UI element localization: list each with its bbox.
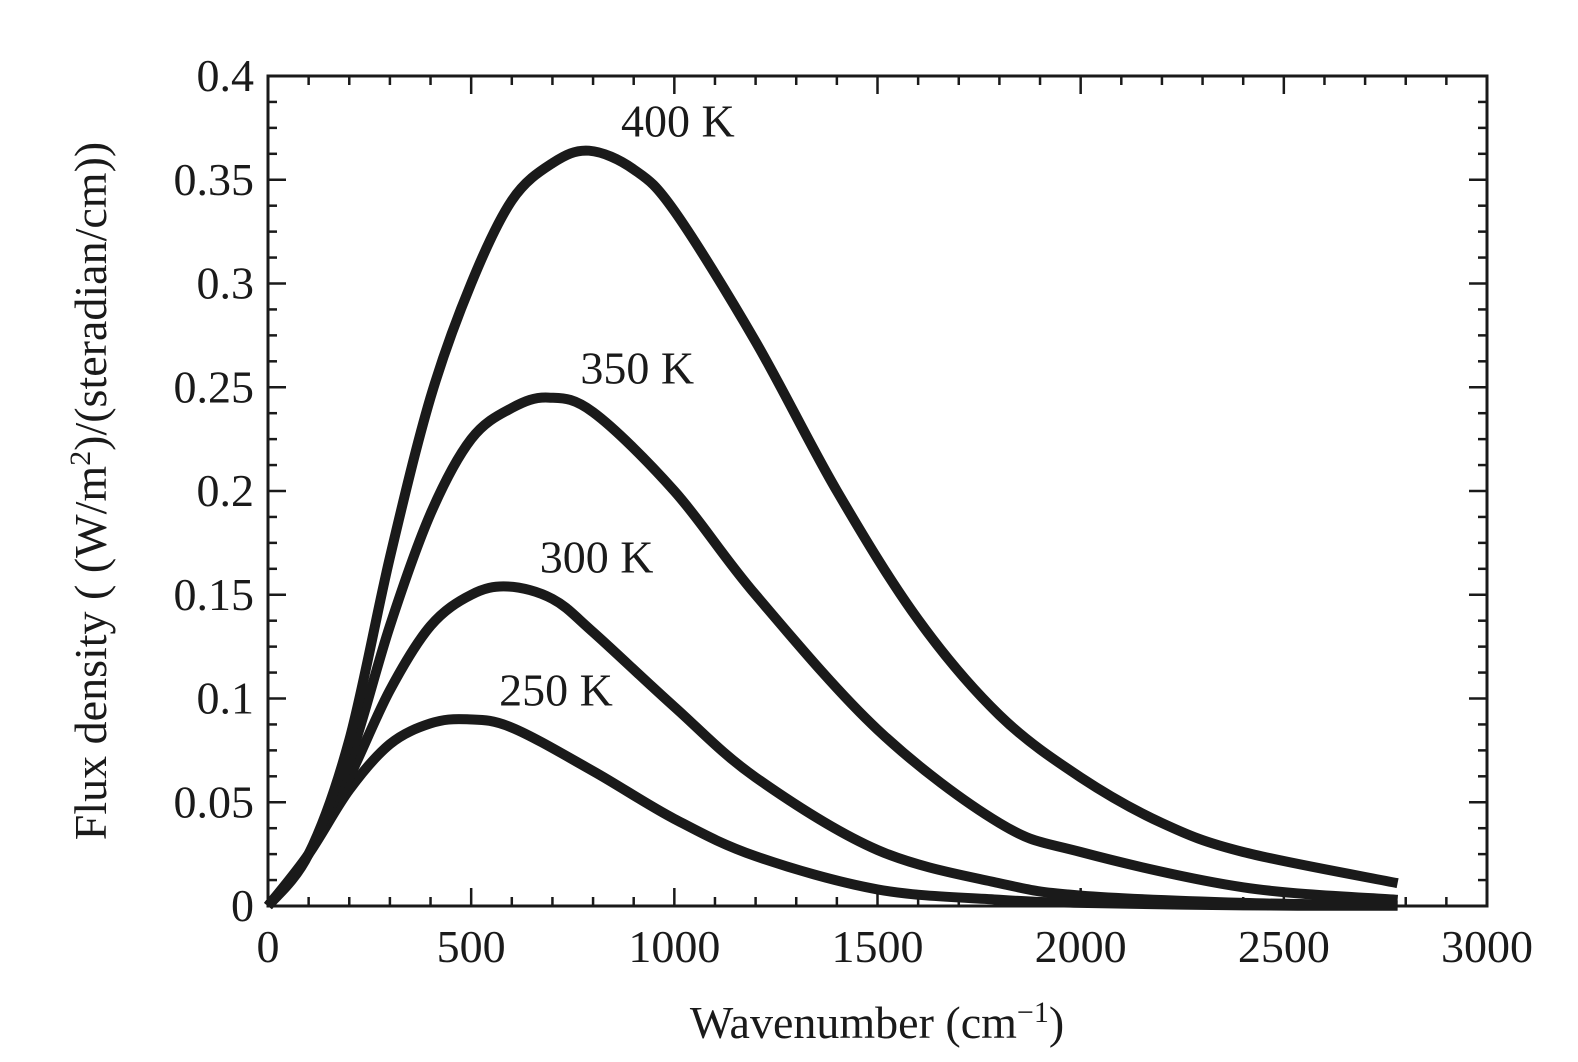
y-tick-label: 0.3 xyxy=(197,258,255,309)
curve-label: 400 K xyxy=(621,96,735,147)
series-line-250k xyxy=(264,714,1398,911)
axis-ticks xyxy=(266,74,1489,908)
y-tick-label: 0.2 xyxy=(197,465,255,516)
y-tick-label: 0.1 xyxy=(197,673,255,724)
y-tick-label: 0.25 xyxy=(174,361,255,412)
series-curves xyxy=(264,145,1399,911)
series-line-300k xyxy=(264,581,1398,911)
series-line-350k xyxy=(264,392,1399,910)
curve-label: 300 K xyxy=(540,531,654,582)
x-axis-title-sup: −1 xyxy=(1017,996,1049,1029)
y-axis-title: Flux density ( (W/m2)/(steradian/cm)) xyxy=(64,142,117,840)
y-tick-label: 0.05 xyxy=(174,776,255,827)
y-tick-label: 0 xyxy=(231,880,254,931)
x-axis-title: Wavenumber (cm−1) xyxy=(690,996,1064,1049)
x-axis-title-end: ) xyxy=(1049,997,1064,1048)
x-axis-title-main: Wavenumber (cm xyxy=(690,997,1017,1048)
x-tick-labels: 0 500 1000 1500 2000 2500 3000 xyxy=(257,921,1534,972)
x-tick-label: 0 xyxy=(257,921,280,972)
y-axis-title-end: )/(steradian/cm)) xyxy=(65,142,116,451)
y-axis-title-sup: 2 xyxy=(64,451,97,466)
x-tick-label: 2000 xyxy=(1035,921,1127,972)
x-tick-label: 3000 xyxy=(1441,921,1533,972)
x-tick-label: 2500 xyxy=(1238,921,1330,972)
curve-label: 350 K xyxy=(580,343,694,394)
y-tick-labels: 0 0.05 0.1 0.15 0.2 0.25 0.3 0.35 0.4 xyxy=(174,50,255,931)
y-axis-title-main: Flux density ( (W/m xyxy=(65,466,116,841)
x-tick-label: 1000 xyxy=(628,921,720,972)
y-tick-label: 0.15 xyxy=(174,569,255,620)
x-tick-label: 1500 xyxy=(832,921,924,972)
x-tick-label: 500 xyxy=(437,921,506,972)
y-tick-label: 0.35 xyxy=(174,154,255,205)
plot-frame xyxy=(266,74,1489,908)
series-line-400k xyxy=(264,145,1399,910)
y-tick-label: 0.4 xyxy=(197,50,255,101)
curve-labels: 400 K 350 K 300 K 250 K xyxy=(499,96,735,716)
curve-label: 250 K xyxy=(499,664,613,715)
